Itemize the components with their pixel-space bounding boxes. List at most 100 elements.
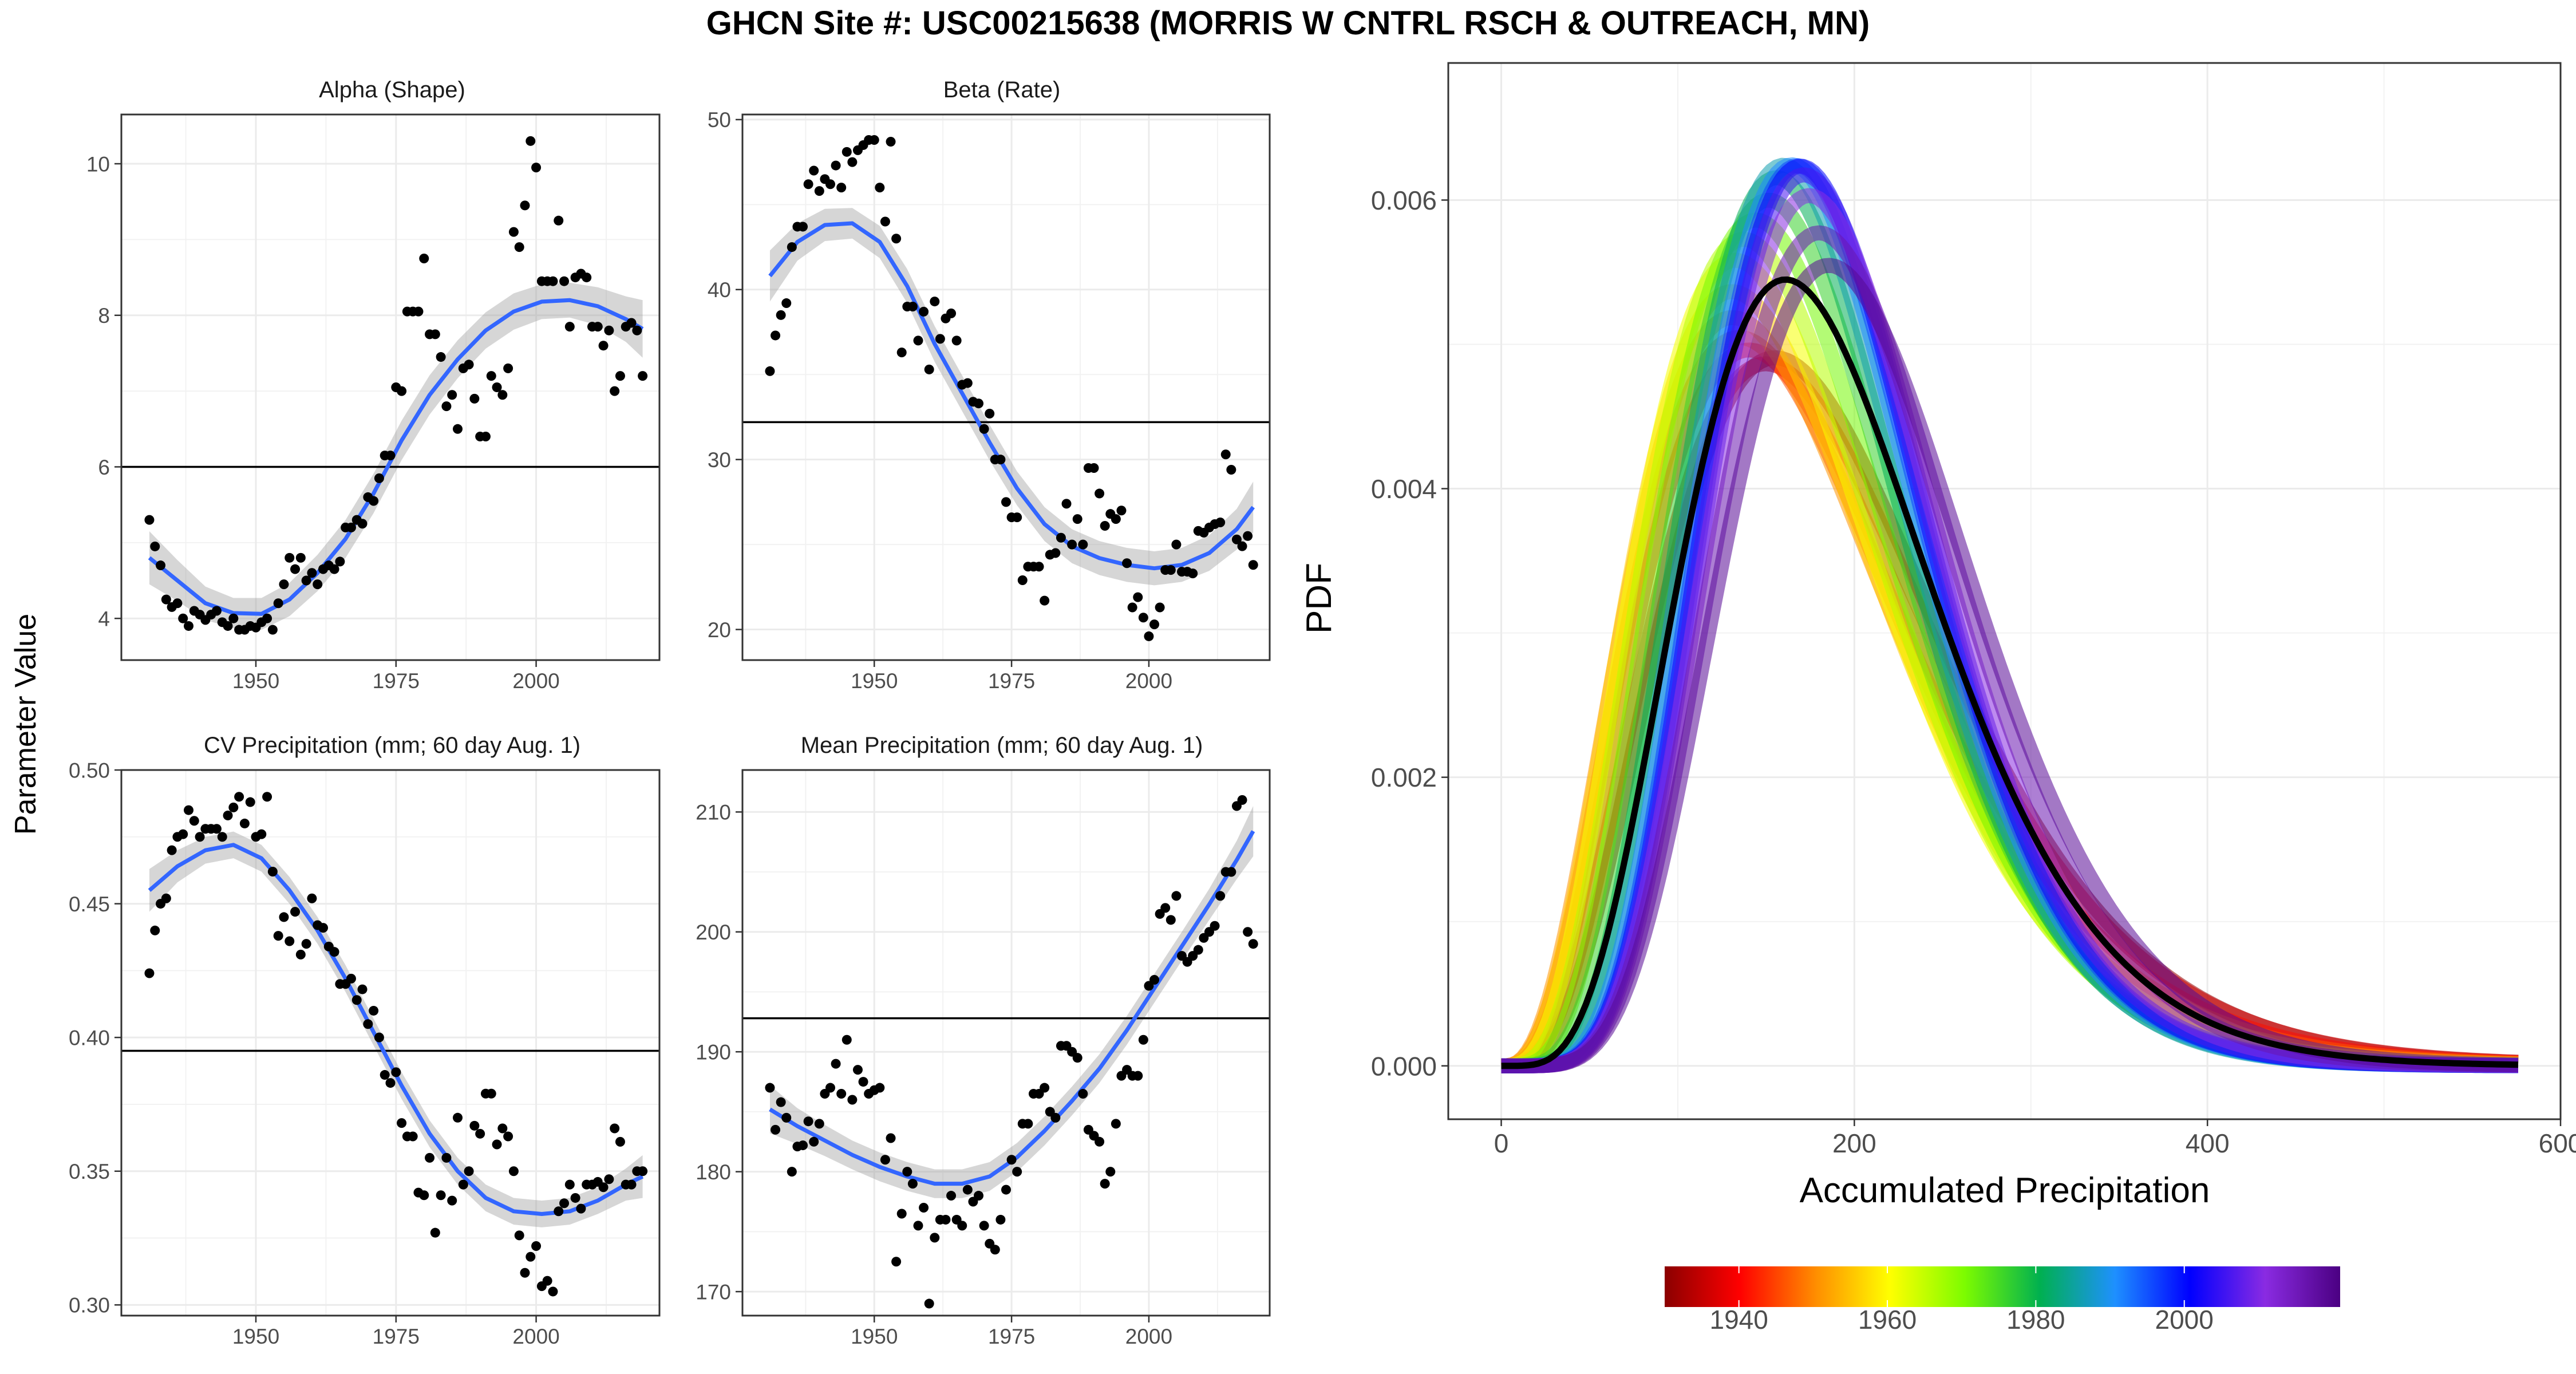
alpha-y-tick-label: 4 bbox=[98, 607, 110, 631]
beta-point bbox=[1138, 613, 1148, 623]
alpha-point bbox=[279, 579, 289, 590]
beta-point bbox=[1149, 619, 1160, 630]
mean-point bbox=[781, 1112, 792, 1123]
mean-point bbox=[858, 1077, 868, 1087]
beta-point bbox=[825, 179, 835, 189]
mean-point bbox=[803, 1116, 813, 1127]
beta-y-tick-label: 40 bbox=[708, 278, 731, 302]
mean-point bbox=[1072, 1053, 1082, 1063]
alpha-point bbox=[307, 568, 317, 578]
beta-point bbox=[771, 330, 781, 341]
alpha-point bbox=[447, 390, 457, 400]
beta-point bbox=[776, 310, 786, 320]
cv-point bbox=[184, 805, 193, 815]
cv-panel: CV Precipitation (mm; 60 day Aug. 1) 195… bbox=[69, 733, 661, 1348]
cv-point bbox=[531, 1241, 542, 1251]
beta-point bbox=[765, 366, 775, 376]
cv-point bbox=[425, 1152, 435, 1163]
beta-point bbox=[1067, 539, 1077, 550]
alpha-point bbox=[598, 341, 609, 351]
colorbar-tick-label: 1960 bbox=[1858, 1305, 1917, 1334]
alpha-panel: Alpha (Shape) 1950 1975 2000 4 6 8 10 bbox=[86, 77, 661, 693]
pdf-x-axis-label: Accumulated Precipitation bbox=[1800, 1171, 2210, 1210]
alpha-point bbox=[464, 360, 474, 370]
cv-point bbox=[447, 1195, 457, 1206]
cv-point bbox=[346, 973, 356, 984]
cv-point bbox=[576, 1203, 586, 1214]
figure-title: GHCN Site #: USC00215638 (MORRIS W CNTRL… bbox=[706, 5, 1870, 42]
mean-point bbox=[831, 1059, 841, 1069]
beta-point bbox=[1089, 463, 1099, 473]
cv-point bbox=[469, 1120, 480, 1131]
pdf-panel: Accumulated Precipitation PDF 0 200 400 600… bbox=[1299, 62, 2576, 1210]
mean-point bbox=[891, 1257, 902, 1267]
beta-point bbox=[875, 183, 885, 193]
alpha-point bbox=[335, 556, 345, 567]
alpha-point bbox=[492, 382, 502, 392]
cv-panel-title: CV Precipitation (mm; 60 day Aug. 1) bbox=[204, 733, 580, 758]
cv-point bbox=[564, 1179, 575, 1190]
mean-y-tick-label: 180 bbox=[696, 1160, 731, 1184]
cv-point bbox=[610, 1123, 620, 1134]
beta-point bbox=[935, 334, 945, 344]
mean-point bbox=[1165, 915, 1176, 925]
cv-point bbox=[508, 1166, 519, 1176]
mean-point bbox=[990, 1245, 1000, 1255]
beta-point bbox=[891, 234, 902, 244]
mean-panel-border bbox=[741, 769, 1271, 1317]
beta-point bbox=[930, 297, 940, 307]
beta-point bbox=[1034, 562, 1044, 572]
beta-point bbox=[1111, 514, 1121, 524]
alpha-y-tick-label: 8 bbox=[98, 304, 110, 327]
cv-y-tick-label: 0.30 bbox=[69, 1294, 110, 1317]
beta-point bbox=[1237, 541, 1247, 551]
pdf-x-tick-label: 600 bbox=[2539, 1128, 2576, 1158]
mean-point bbox=[852, 1065, 863, 1075]
mean-point bbox=[1237, 795, 1247, 805]
beta-point bbox=[1220, 449, 1231, 460]
cv-point bbox=[503, 1131, 513, 1142]
alpha-point bbox=[638, 371, 648, 381]
cv-point bbox=[497, 1123, 508, 1134]
alpha-point bbox=[211, 606, 222, 616]
cv-point bbox=[464, 1166, 474, 1176]
beta-point bbox=[1100, 520, 1110, 531]
alpha-point bbox=[436, 352, 446, 362]
alpha-point bbox=[453, 424, 463, 434]
mean-point bbox=[1095, 1136, 1105, 1147]
cv-point bbox=[150, 925, 160, 935]
pdf-y-tick-label: 0.006 bbox=[1371, 185, 1437, 215]
cv-point bbox=[329, 947, 339, 957]
mean-point bbox=[924, 1298, 934, 1309]
beta-point bbox=[880, 216, 890, 227]
cv-point bbox=[514, 1230, 524, 1241]
beta-y-tick-label: 50 bbox=[708, 108, 731, 132]
mean-smooth-line bbox=[769, 830, 1255, 1186]
mean-point bbox=[1248, 939, 1258, 949]
cv-point bbox=[436, 1190, 446, 1201]
mean-point bbox=[919, 1202, 929, 1213]
mean-point bbox=[776, 1097, 786, 1107]
mean-point bbox=[1133, 1071, 1143, 1081]
cv-point bbox=[144, 968, 155, 978]
mean-point bbox=[771, 1124, 781, 1135]
beta-point bbox=[836, 183, 847, 193]
mean-point bbox=[1210, 921, 1220, 931]
cv-x-tick-label: 1950 bbox=[232, 1325, 279, 1348]
beta-point bbox=[896, 348, 907, 358]
beta-y-tick-label: 20 bbox=[708, 618, 731, 642]
mean-point bbox=[1006, 1155, 1017, 1165]
alpha-point bbox=[520, 200, 530, 211]
cv-point bbox=[239, 818, 250, 828]
alpha-point bbox=[497, 390, 508, 400]
mean-point bbox=[836, 1089, 847, 1099]
pdf-y-tick-label: 0.004 bbox=[1371, 474, 1437, 504]
cv-point bbox=[638, 1166, 648, 1176]
alpha-point bbox=[615, 371, 625, 381]
alpha-point bbox=[441, 401, 452, 412]
alpha-point bbox=[156, 560, 166, 571]
alpha-point bbox=[184, 621, 193, 631]
alpha-confidence-band bbox=[149, 282, 643, 630]
cv-point bbox=[211, 824, 222, 834]
